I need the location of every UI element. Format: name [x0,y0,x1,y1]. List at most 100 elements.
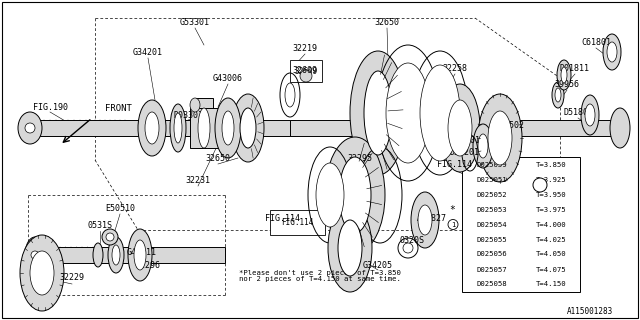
Text: FIG.190: FIG.190 [33,102,67,111]
Text: E50510: E50510 [105,204,135,212]
Text: D025054: D025054 [477,221,508,228]
Ellipse shape [108,237,124,273]
Text: FIG.114: FIG.114 [281,218,313,227]
Text: 32296: 32296 [136,260,161,269]
Bar [460,120,620,136]
Ellipse shape [364,71,392,155]
Ellipse shape [420,65,460,161]
Text: 32219: 32219 [292,44,317,52]
Ellipse shape [232,94,264,162]
Circle shape [403,243,413,253]
Text: G34201: G34201 [133,47,163,57]
Text: D51802: D51802 [563,108,593,116]
Text: D025052: D025052 [477,191,508,197]
Ellipse shape [30,251,54,295]
Ellipse shape [411,192,439,248]
Text: 39956: 39956 [554,79,579,89]
Circle shape [533,178,547,192]
Text: D01811: D01811 [560,63,590,73]
Ellipse shape [557,60,571,90]
Text: G42511: G42511 [127,247,157,257]
Ellipse shape [198,108,210,148]
Text: 32295: 32295 [348,154,372,163]
Text: T=3.950: T=3.950 [536,191,566,197]
Text: C61801: C61801 [581,37,611,46]
Ellipse shape [138,100,166,156]
Ellipse shape [285,83,295,107]
Bar [35,247,225,263]
Bar [30,120,295,136]
Ellipse shape [134,240,146,270]
Circle shape [25,123,35,133]
Text: 0531S: 0531S [88,220,113,229]
Text: G52502: G52502 [495,121,525,130]
Bar [462,157,580,292]
Ellipse shape [440,84,480,172]
Ellipse shape [112,245,120,265]
Circle shape [448,220,458,229]
Ellipse shape [339,157,371,233]
Text: D025059: D025059 [477,162,508,167]
Text: D025055: D025055 [477,236,508,243]
Text: T=4.050: T=4.050 [536,252,566,258]
Ellipse shape [478,134,488,158]
Ellipse shape [478,94,522,182]
Ellipse shape [128,229,152,281]
Text: D025058: D025058 [477,282,508,287]
Text: 0320S: 0320S [399,236,424,244]
Text: 32650: 32650 [374,18,399,27]
Text: T=4.150: T=4.150 [536,282,566,287]
Ellipse shape [18,112,42,144]
Bar [290,60,322,82]
Ellipse shape [561,67,567,83]
Text: 32251: 32251 [419,102,445,111]
Text: T=4.075: T=4.075 [536,267,566,273]
Ellipse shape [386,63,430,163]
Ellipse shape [316,163,344,227]
Ellipse shape [488,111,512,165]
Text: G34205: G34205 [363,260,393,269]
Text: 32229: 32229 [60,274,84,283]
Ellipse shape [338,220,362,276]
Text: D025056: D025056 [477,252,508,258]
Text: A20827: A20827 [417,213,447,222]
Text: A115001283: A115001283 [567,308,613,316]
Text: FIG.114: FIG.114 [266,213,301,222]
Text: G43006: G43006 [213,74,243,83]
Ellipse shape [555,88,561,102]
Ellipse shape [552,82,564,108]
Text: 1: 1 [451,221,455,228]
Text: *Please don't use 2 pieces of T=3.850
nor 2 pieces of T=4.150 at same time.: *Please don't use 2 pieces of T=3.850 no… [239,269,401,283]
Text: T=3.975: T=3.975 [536,206,566,212]
Ellipse shape [328,204,372,292]
Ellipse shape [215,98,241,158]
Circle shape [102,229,118,245]
Ellipse shape [581,95,599,135]
Bar [190,108,218,148]
Text: T=4.025: T=4.025 [536,236,566,243]
Text: D025057: D025057 [477,267,508,273]
Ellipse shape [190,98,200,112]
Ellipse shape [174,113,182,143]
Bar [270,210,325,235]
Ellipse shape [585,104,595,126]
Ellipse shape [448,100,472,156]
Ellipse shape [20,235,64,311]
Ellipse shape [25,237,45,273]
Text: FRONT: FRONT [105,103,132,113]
Text: D025051: D025051 [477,177,508,182]
Ellipse shape [222,111,234,145]
Ellipse shape [418,205,432,235]
Ellipse shape [145,112,159,144]
Text: D54201: D54201 [450,148,480,156]
Text: C64201: C64201 [450,135,480,145]
Bar [290,120,370,136]
Text: 32650: 32650 [205,154,230,163]
Ellipse shape [240,108,256,148]
Text: *: * [449,204,455,214]
Ellipse shape [607,42,617,62]
Text: T=3.850: T=3.850 [536,162,566,167]
Ellipse shape [350,51,406,175]
Text: 32258: 32258 [442,63,467,73]
Text: T=3.925: T=3.925 [536,177,566,182]
